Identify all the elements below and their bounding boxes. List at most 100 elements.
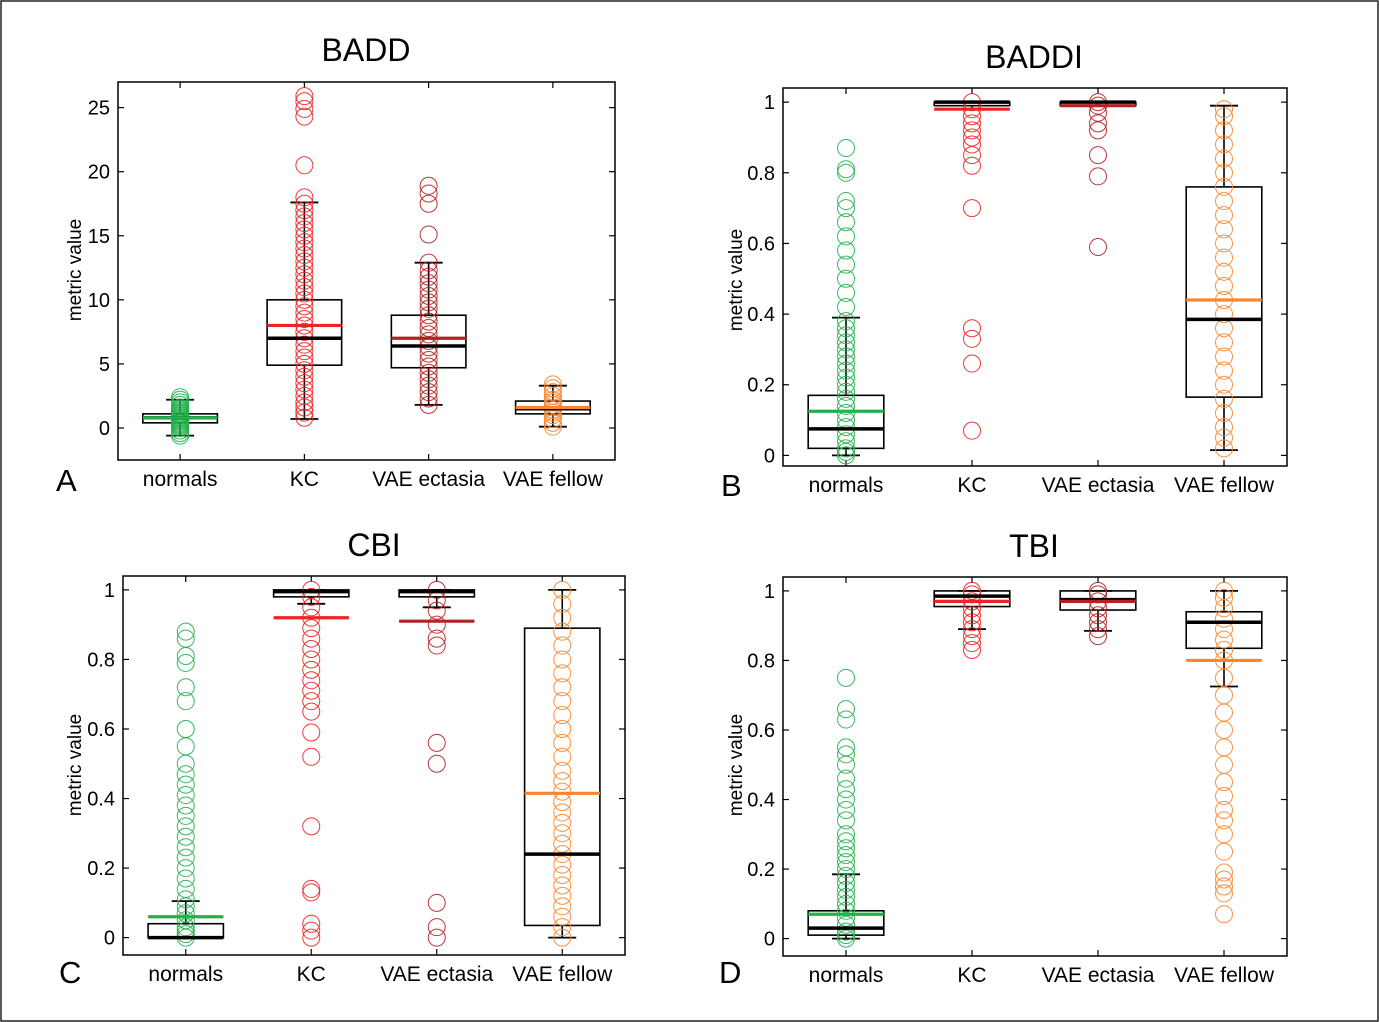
data-point — [419, 176, 438, 195]
y-tick-label: 0.2 — [747, 375, 775, 397]
data-point — [302, 619, 321, 638]
data-point — [302, 692, 321, 711]
data-point — [553, 928, 572, 947]
data-point — [295, 258, 314, 277]
panel-title: BADDI — [985, 39, 1083, 75]
data-point — [553, 907, 572, 926]
category-label: VAE ectasia — [1042, 964, 1155, 987]
data-point — [176, 692, 195, 711]
data-point — [176, 796, 195, 815]
data-point — [837, 227, 855, 246]
y-tick-label: 20 — [88, 162, 110, 184]
data-point — [1215, 811, 1233, 830]
data-point — [837, 908, 855, 927]
data-point — [1215, 248, 1233, 267]
y-tick-label: 0.8 — [747, 650, 775, 672]
data-point — [419, 184, 438, 203]
data-point — [1089, 606, 1107, 625]
data-point — [1089, 237, 1107, 256]
data-point — [295, 380, 314, 399]
data-point — [419, 383, 438, 402]
data-point — [837, 738, 855, 757]
data-point — [837, 887, 855, 906]
data-point — [553, 876, 572, 895]
data-point — [295, 207, 314, 226]
data-point — [427, 918, 446, 937]
data-point — [837, 241, 855, 260]
data-point — [302, 883, 321, 902]
data-point — [837, 333, 855, 352]
data-point — [963, 135, 981, 154]
data-point — [837, 340, 855, 359]
data-point — [1215, 100, 1233, 119]
data-point — [295, 303, 314, 322]
data-point — [553, 664, 572, 683]
data-point — [302, 640, 321, 659]
data-point — [1215, 107, 1233, 126]
data-point — [1215, 192, 1233, 211]
data-point — [1215, 375, 1233, 394]
data-point — [419, 312, 438, 331]
data-point — [837, 298, 855, 317]
category-label: VAE ectasia — [1042, 474, 1155, 497]
category-label: VAE ectasia — [380, 963, 493, 986]
data-point — [837, 853, 855, 872]
data-point — [837, 867, 855, 886]
iqr-box — [266, 299, 343, 366]
data-point — [553, 772, 572, 791]
data-point — [176, 848, 195, 867]
data-point — [176, 879, 195, 898]
panel-letter: A — [56, 463, 77, 498]
data-point — [295, 367, 314, 386]
category-label: VAE fellow — [503, 468, 604, 491]
data-point — [963, 121, 981, 140]
data-point — [1215, 234, 1233, 253]
data-point — [419, 389, 438, 408]
data-point — [837, 396, 855, 415]
data-point — [302, 681, 321, 700]
data-point — [553, 897, 572, 916]
data-point — [427, 636, 446, 655]
data-point — [1215, 588, 1233, 607]
data-point — [419, 351, 438, 370]
data-point — [295, 245, 314, 264]
data-point — [837, 811, 855, 830]
data-point — [427, 615, 446, 634]
data-point — [1215, 641, 1233, 660]
panel-A: BADD A metric value 0 5 10 15 20 25 normals KC V… — [56, 32, 616, 498]
data-point — [837, 873, 855, 892]
category-label: VAE fellow — [1174, 964, 1275, 987]
y-tick-label: 0.6 — [87, 719, 115, 741]
y-tick-label: 5 — [99, 354, 110, 376]
data-point — [295, 87, 314, 106]
data-point — [295, 297, 314, 316]
data-point — [543, 379, 562, 398]
data-point — [302, 817, 321, 836]
data-point — [302, 914, 321, 933]
data-point — [543, 383, 562, 402]
data-point — [837, 368, 855, 387]
data-point — [419, 267, 438, 286]
y-axis-label: metric value — [726, 714, 747, 816]
data-point — [295, 408, 314, 427]
data-point — [176, 653, 195, 672]
data-point — [302, 702, 321, 721]
data-point — [295, 99, 314, 118]
data-point — [553, 855, 572, 874]
panel-B: BADDI B metric value 0 0.2 0.4 0.6 0.8 1 norma… — [721, 39, 1288, 503]
data-point — [963, 146, 981, 165]
data-point — [543, 386, 562, 405]
data-point — [419, 194, 438, 213]
data-point — [963, 641, 981, 660]
data-point — [963, 606, 981, 625]
y-tick-label: 0.6 — [747, 720, 775, 742]
data-point — [553, 580, 572, 599]
data-point — [837, 901, 855, 920]
y-tick-label: 0.4 — [747, 790, 775, 812]
y-tick-label: 0 — [99, 418, 110, 440]
data-point — [837, 347, 855, 366]
data-point — [963, 620, 981, 639]
data-point — [837, 442, 855, 461]
data-point — [302, 747, 321, 766]
